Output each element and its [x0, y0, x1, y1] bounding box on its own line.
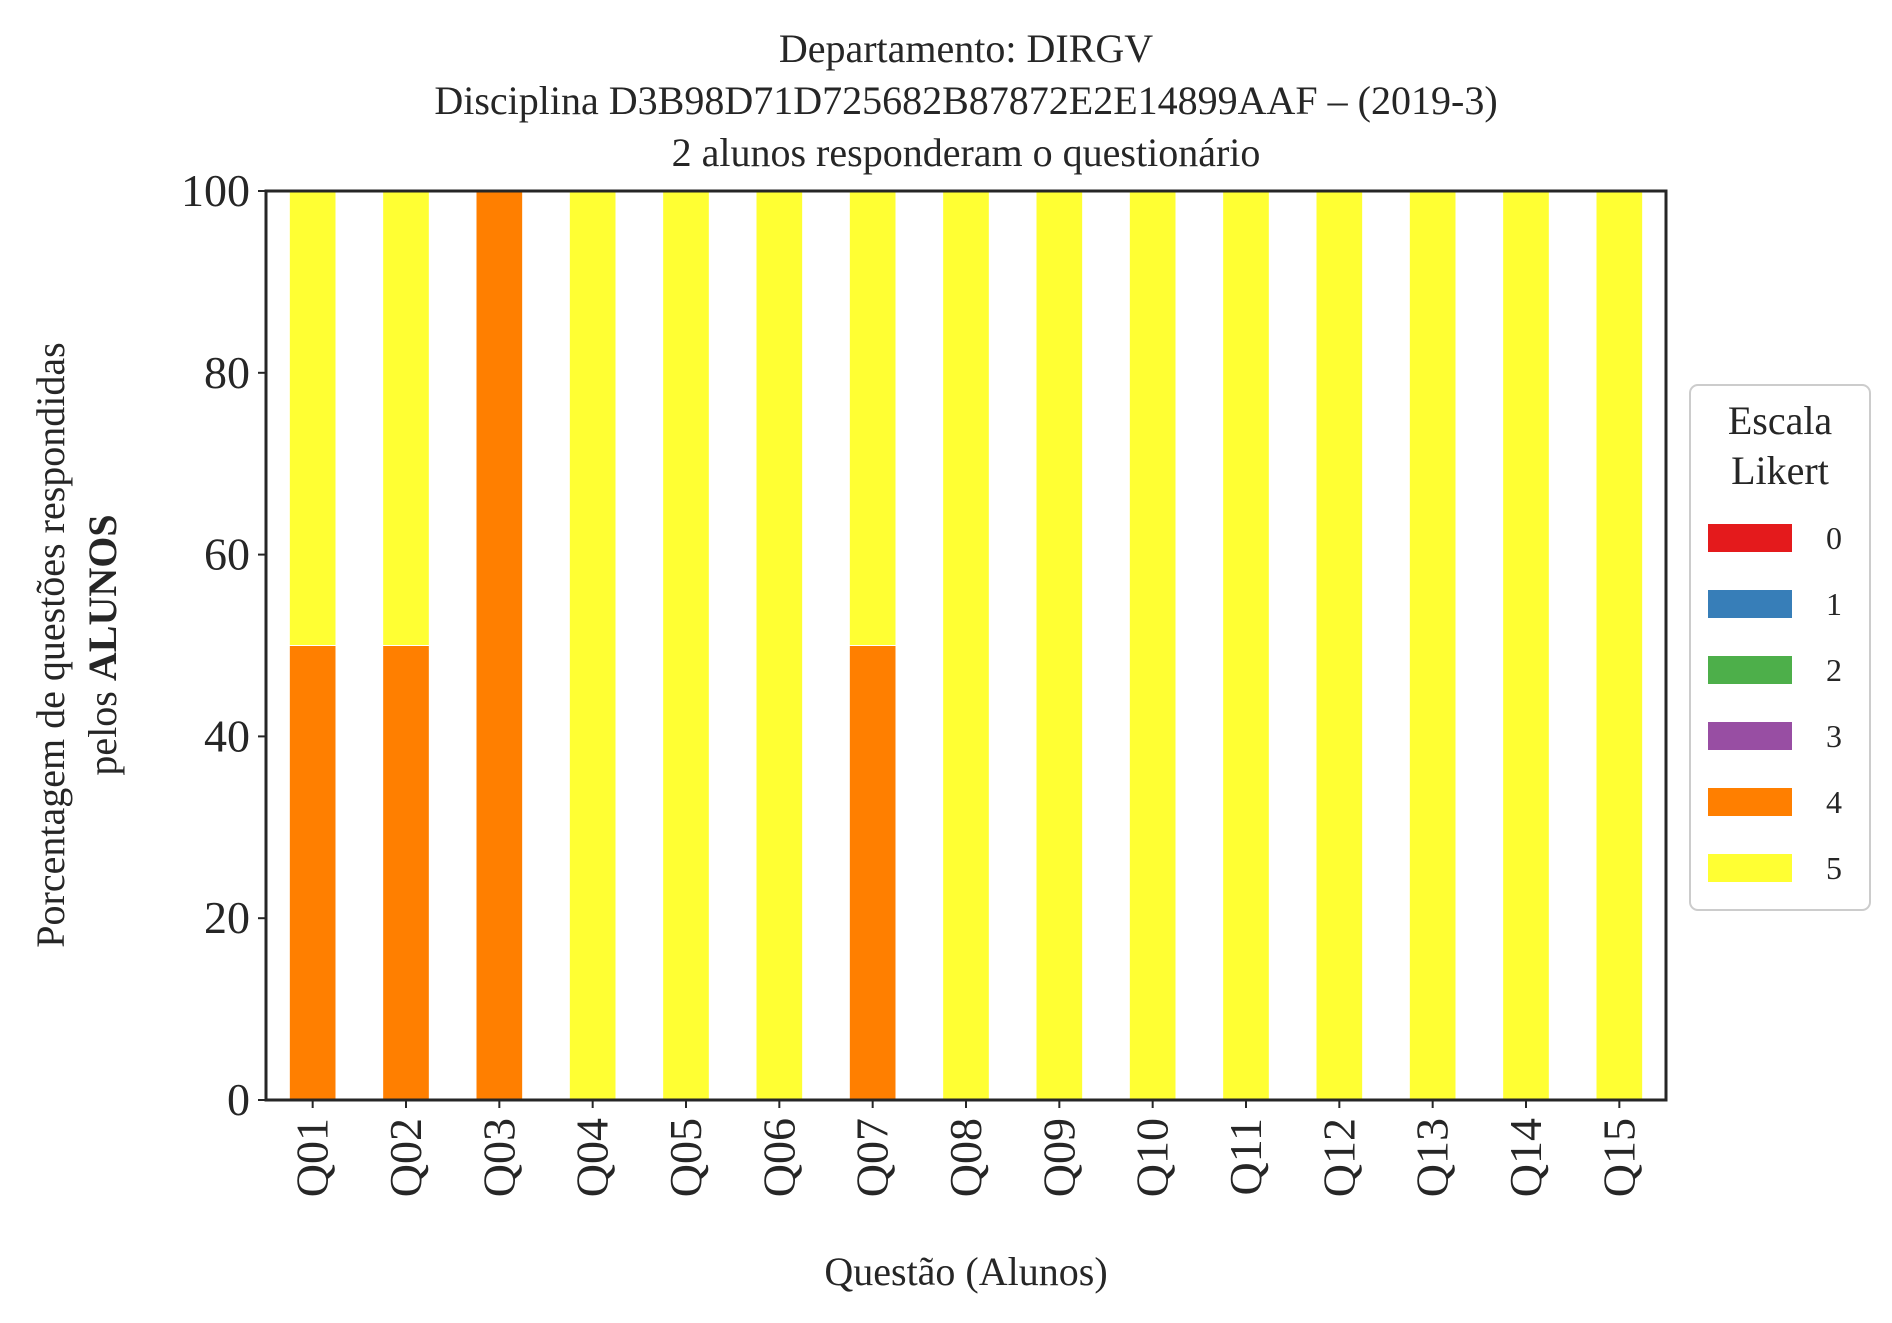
legend-swatch-1 [1708, 590, 1792, 618]
bar-Q02-scale-5 [382, 190, 430, 646]
x-tick-label-Q03: Q03 [473, 1118, 524, 1197]
legend-swatch-0 [1708, 524, 1792, 552]
y-axis-label: Porcentagem de questões respondidas pelo… [28, 342, 125, 947]
legend: Escala Likert 0 1 2 3 4 5 [1689, 384, 1871, 911]
x-tick-label-Q12: Q12 [1313, 1118, 1364, 1197]
legend-label-4: 4 [1826, 784, 1842, 820]
legend-swatch-5 [1708, 854, 1792, 882]
bar-Q14-scale-5 [1502, 190, 1550, 1101]
bar-Q01-scale-5 [288, 190, 337, 646]
bar-Q15-scale-5 [1595, 190, 1644, 1101]
bar-Q01-scale-4 [288, 645, 337, 1101]
legend-swatch-4 [1708, 788, 1792, 816]
x-tick-label-Q14: Q14 [1500, 1118, 1551, 1197]
x-tick-label-Q05: Q05 [660, 1118, 711, 1197]
x-tick-label-Q02: Q02 [380, 1118, 431, 1197]
bar-series-group [288, 190, 1644, 1101]
y-tick-label-40: 40 [204, 710, 250, 761]
bar-Q02-scale-4 [382, 645, 430, 1101]
legend-swatch-2 [1708, 656, 1792, 684]
x-axis-ticks: Q01 Q02 Q03 Q04 Q05 Q06 Q07 Q08 Q09 Q10 Q11 Q12 Q13 Q… [287, 1100, 1644, 1197]
y-axis-label-line-1: Porcentagem de questões respondidas [28, 342, 73, 947]
x-tick-label-Q01: Q01 [287, 1118, 338, 1197]
legend-frame [1689, 384, 1871, 911]
legend-label-3: 3 [1826, 718, 1842, 754]
chart-title-line-1: Departamento: DIRGV [779, 26, 1153, 71]
bar-Q07-scale-4 [848, 645, 897, 1101]
bar-Q04-scale-5 [568, 190, 617, 1101]
y-tick-label-100: 100 [181, 165, 250, 216]
x-tick-label-Q04: Q04 [567, 1118, 618, 1197]
y-tick-label-20: 20 [204, 892, 250, 943]
y-tick-label-60: 60 [204, 529, 250, 580]
legend-label-2: 2 [1826, 652, 1842, 688]
x-tick-label-Q09: Q09 [1033, 1118, 1084, 1197]
bar-Q06-scale-5 [755, 190, 804, 1101]
x-tick-label-Q11: Q11 [1220, 1118, 1271, 1196]
x-tick-label-Q10: Q10 [1127, 1118, 1178, 1197]
legend-label-5: 5 [1826, 850, 1842, 886]
chart-title-line-2: Disciplina D3B98D71D725682B87872E2E14899… [434, 78, 1497, 123]
legend-items: 0 1 2 3 4 5 [1708, 520, 1842, 886]
bar-Q08-scale-5 [942, 190, 990, 1101]
x-tick-label-Q06: Q06 [753, 1118, 804, 1197]
y-tick-label-0: 0 [227, 1074, 250, 1125]
bar-Q03-scale-4 [475, 190, 524, 1101]
x-axis-label: Questão (Alunos) [824, 1249, 1107, 1294]
y-tick-label-80: 80 [204, 347, 250, 398]
bar-Q10-scale-5 [1128, 190, 1177, 1101]
bar-Q13-scale-5 [1408, 190, 1457, 1101]
chart-title-line-3: 2 alunos responderam o questionário [672, 130, 1261, 175]
bar-Q12-scale-5 [1315, 190, 1364, 1101]
legend-swatch-3 [1708, 722, 1792, 750]
y-axis-label-bold: ALUNOS [80, 514, 125, 681]
y-axis-label-prefix: pelos [80, 681, 125, 775]
bar-Q05-scale-5 [662, 190, 710, 1101]
bar-Q11-scale-5 [1222, 190, 1270, 1101]
x-tick-label-Q07: Q07 [847, 1118, 898, 1197]
bar-Q09-scale-5 [1035, 190, 1084, 1101]
legend-label-0: 0 [1826, 520, 1842, 556]
x-tick-label-Q08: Q08 [940, 1118, 991, 1197]
x-tick-label-Q15: Q15 [1593, 1118, 1644, 1197]
legend-title-line-1: Escala [1728, 398, 1833, 443]
chart-title: Departamento: DIRGV Disciplina D3B98D71D… [434, 26, 1497, 175]
legend-label-1: 1 [1826, 586, 1842, 622]
y-axis-label-line-2: pelos ALUNOS [80, 514, 125, 775]
y-axis-ticks: 0 20 40 60 80 100 [181, 165, 266, 1125]
bar-Q07-scale-5 [848, 190, 897, 646]
legend-title-line-2: Likert [1731, 448, 1829, 493]
x-tick-label-Q13: Q13 [1407, 1118, 1458, 1197]
